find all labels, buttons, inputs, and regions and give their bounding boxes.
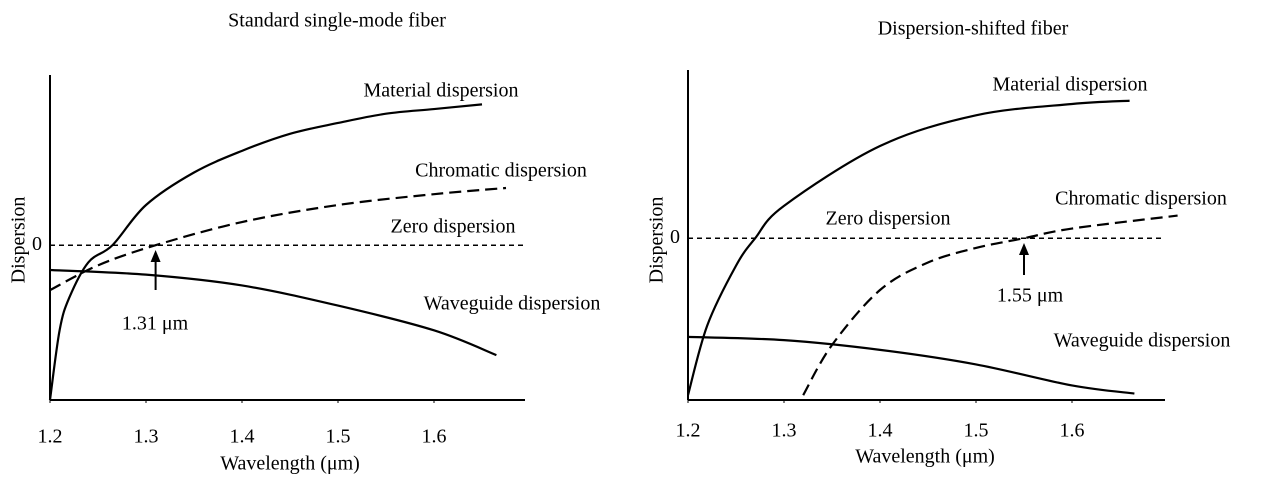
curve xyxy=(48,103,483,401)
x-tick-label: 1.3 xyxy=(772,420,797,442)
annotation: Zero dispersion xyxy=(391,216,516,238)
curve-label: Waveguide dispersion xyxy=(424,293,601,315)
x-tick-label: 1.3 xyxy=(134,426,159,448)
x-tick-label: 1.4 xyxy=(868,420,893,442)
curve xyxy=(686,99,1130,396)
curve xyxy=(802,214,1178,396)
curve xyxy=(49,186,507,292)
curve-label: Chromatic dispersion xyxy=(415,160,587,182)
y-tick-label: 0 xyxy=(32,233,42,255)
x-tick-label: 1.6 xyxy=(422,426,447,448)
x-tick-label: 1.5 xyxy=(964,420,989,442)
x-axis-label: Wavelength (μm) xyxy=(855,446,995,468)
curve-label: Material dispersion xyxy=(993,74,1148,96)
x-tick-label: 1.2 xyxy=(38,426,63,448)
curve xyxy=(49,268,497,357)
curve xyxy=(687,335,1135,395)
chart-title: Standard single-mode fiber xyxy=(228,10,446,32)
y-tick-label: 0 xyxy=(670,226,680,248)
x-axis-label: Wavelength (μm) xyxy=(220,453,360,475)
annotation: 1.55 μm xyxy=(997,285,1064,307)
x-tick-label: 1.6 xyxy=(1060,420,1085,442)
x-tick-label: 1.5 xyxy=(326,426,351,448)
arrow-head xyxy=(150,250,161,262)
curve-label: Chromatic dispersion xyxy=(1055,188,1227,210)
annotation: Zero dispersion xyxy=(826,208,951,230)
curve-label: Waveguide dispersion xyxy=(1054,330,1231,352)
y-axis-label: Dispersion xyxy=(8,197,30,284)
chart-title: Dispersion-shifted fiber xyxy=(878,18,1069,40)
y-axis-label: Dispersion xyxy=(646,197,668,284)
x-tick-label: 1.2 xyxy=(676,420,701,442)
annotation: 1.31 μm xyxy=(122,313,189,335)
x-tick-label: 1.4 xyxy=(230,426,255,448)
arrow-head xyxy=(1019,243,1029,255)
curve-label: Material dispersion xyxy=(364,80,519,102)
